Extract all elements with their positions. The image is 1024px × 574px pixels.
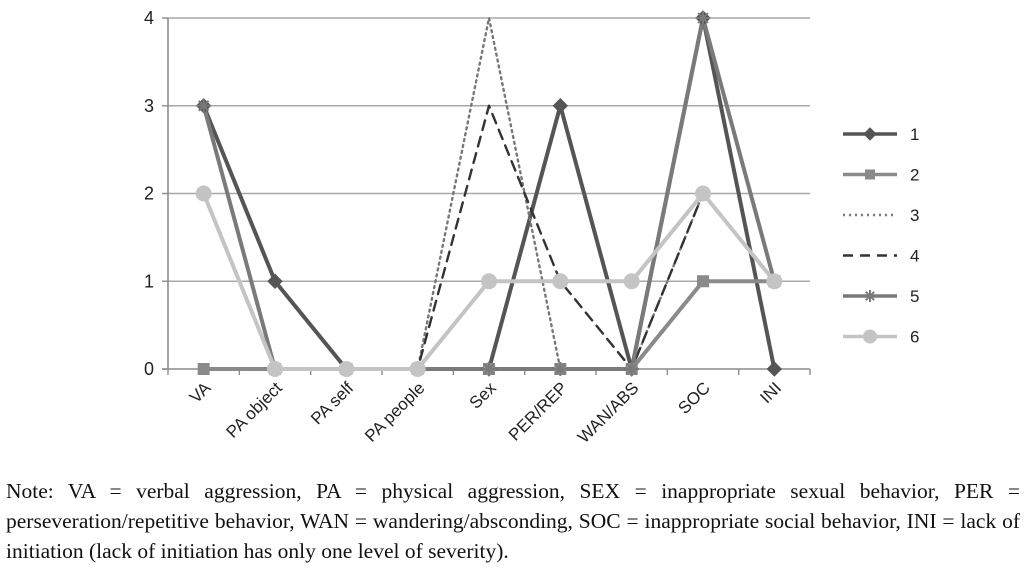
data-point-series-6 bbox=[267, 361, 283, 377]
x-tick-label: Sex bbox=[466, 378, 501, 413]
figure-note: Note: VA = verbal aggression, PA = physi… bbox=[6, 479, 1020, 563]
legend-label-5: 5 bbox=[910, 287, 919, 306]
legend-item-2: 2 bbox=[843, 166, 919, 185]
data-point-series-1 bbox=[552, 98, 569, 114]
data-point-series-5 bbox=[696, 11, 710, 25]
star-stroke bbox=[483, 363, 495, 375]
legend-marker-5 bbox=[864, 290, 876, 302]
star-stroke bbox=[626, 363, 638, 375]
legend-marker-2 bbox=[865, 169, 875, 180]
data-point-series-1 bbox=[267, 273, 283, 289]
legend: 1 2 3 4 5 6 bbox=[843, 125, 919, 347]
legend-label-1: 1 bbox=[910, 125, 919, 144]
y-tick-label: 0 bbox=[144, 359, 154, 379]
legend-item-1: 1 bbox=[843, 125, 919, 144]
y-tick-label: 2 bbox=[144, 184, 154, 204]
star-stroke bbox=[198, 100, 210, 112]
star-stroke bbox=[865, 291, 875, 301]
y-tick-label: 3 bbox=[144, 96, 154, 116]
x-tick-label: PA people bbox=[361, 378, 428, 445]
data-point-series-6 bbox=[481, 273, 497, 290]
legend-label-3: 3 bbox=[910, 206, 919, 225]
data-point-series-6 bbox=[552, 273, 569, 290]
data-point-series-5 bbox=[624, 362, 639, 376]
data-point-series-6 bbox=[766, 273, 783, 290]
data-point-series-5 bbox=[482, 362, 496, 376]
legend-label-4: 4 bbox=[910, 247, 919, 266]
series-line-4 bbox=[202, 104, 776, 371]
x-tick-label: PA self bbox=[307, 378, 357, 428]
x-tick-label: VA bbox=[186, 378, 215, 407]
data-point-series-6 bbox=[195, 185, 212, 202]
star-stroke bbox=[554, 363, 566, 375]
data-point-series-2 bbox=[697, 275, 709, 288]
y-tick-label: 4 bbox=[144, 8, 154, 28]
data-point-series-6 bbox=[409, 361, 426, 377]
legend-item-6: 6 bbox=[843, 328, 919, 347]
legend-marker-1 bbox=[863, 127, 877, 141]
chart-area: 0 1 2 3 4 VA PA object PA self PA people Sex PER/R… bbox=[144, 8, 919, 447]
legend-label-6: 6 bbox=[910, 328, 919, 347]
data-point-series-6 bbox=[623, 273, 640, 290]
data-point-series-2 bbox=[197, 363, 210, 375]
legend-label-2: 2 bbox=[910, 166, 919, 185]
x-tick-label: PA object bbox=[222, 378, 286, 442]
series-markers bbox=[195, 10, 783, 377]
line-chart: 0 1 2 3 4 VA PA object PA self PA people Sex PER/R… bbox=[144, 8, 919, 447]
star-stroke bbox=[697, 12, 709, 24]
legend-item-4: 4 bbox=[843, 247, 919, 266]
data-point-series-6 bbox=[695, 185, 711, 202]
legend-marker-6 bbox=[863, 329, 877, 344]
data-point-series-6 bbox=[338, 361, 355, 377]
data-point-series-5 bbox=[196, 98, 211, 113]
series-line-2 bbox=[201, 279, 777, 371]
x-tick-label: PER/REP bbox=[505, 378, 571, 444]
x-tick-label: INI bbox=[756, 378, 785, 407]
x-tick-label: SOC bbox=[674, 378, 713, 417]
legend-item-3: 3 bbox=[843, 206, 919, 225]
data-point-series-5 bbox=[553, 362, 568, 376]
legend-item-5: 5 bbox=[843, 287, 919, 306]
data-point-series-1 bbox=[766, 361, 783, 377]
y-tick-label: 1 bbox=[144, 271, 154, 291]
x-tick-label: WAN/ABS bbox=[574, 378, 642, 446]
